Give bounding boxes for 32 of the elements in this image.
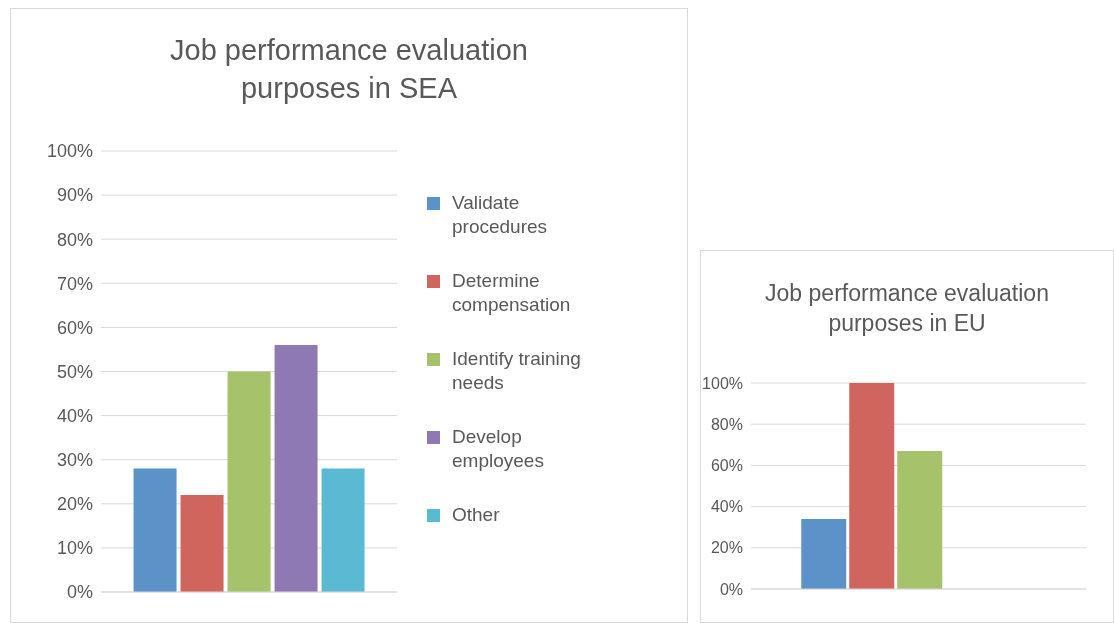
y-tick-label: 60% — [56, 317, 93, 338]
y-tick-label: 20% — [56, 494, 93, 515]
bar — [133, 468, 177, 592]
legend-label: Identify training needs — [452, 347, 582, 395]
legend-label: Other — [452, 503, 501, 527]
bar — [180, 494, 224, 592]
bar — [849, 383, 895, 589]
bar — [801, 518, 847, 589]
y-tick-label: 90% — [56, 185, 93, 206]
y-tick-label: 80% — [56, 229, 93, 250]
y-tick-label: 100% — [46, 141, 93, 162]
y-tick-label: 40% — [710, 498, 743, 516]
y-tick-label: 0% — [719, 580, 743, 598]
y-tick-label: 50% — [56, 361, 93, 382]
bar — [274, 345, 318, 592]
y-tick-label: 10% — [56, 538, 93, 559]
y-tick-label: 70% — [56, 273, 93, 294]
bar — [897, 450, 943, 589]
y-tick-label: 60% — [710, 457, 743, 475]
legend-label: Determine compensation — [452, 269, 572, 317]
legend-label: Validate procedures — [452, 191, 549, 239]
bar — [321, 468, 365, 592]
y-tick-label: 0% — [66, 582, 93, 603]
y-tick-label: 100% — [702, 374, 743, 392]
y-tick-label: 80% — [710, 415, 743, 433]
bar — [227, 371, 271, 592]
y-tick-label: 40% — [56, 405, 93, 426]
legend-label: Develop employees — [452, 425, 545, 473]
chart-title: Job performance evaluation purposes in SEA — [169, 33, 529, 106]
y-tick-label: 30% — [56, 450, 93, 471]
chart-title: Job performance evaluation purposes in EU — [764, 278, 1050, 338]
y-tick-label: 20% — [710, 539, 743, 557]
